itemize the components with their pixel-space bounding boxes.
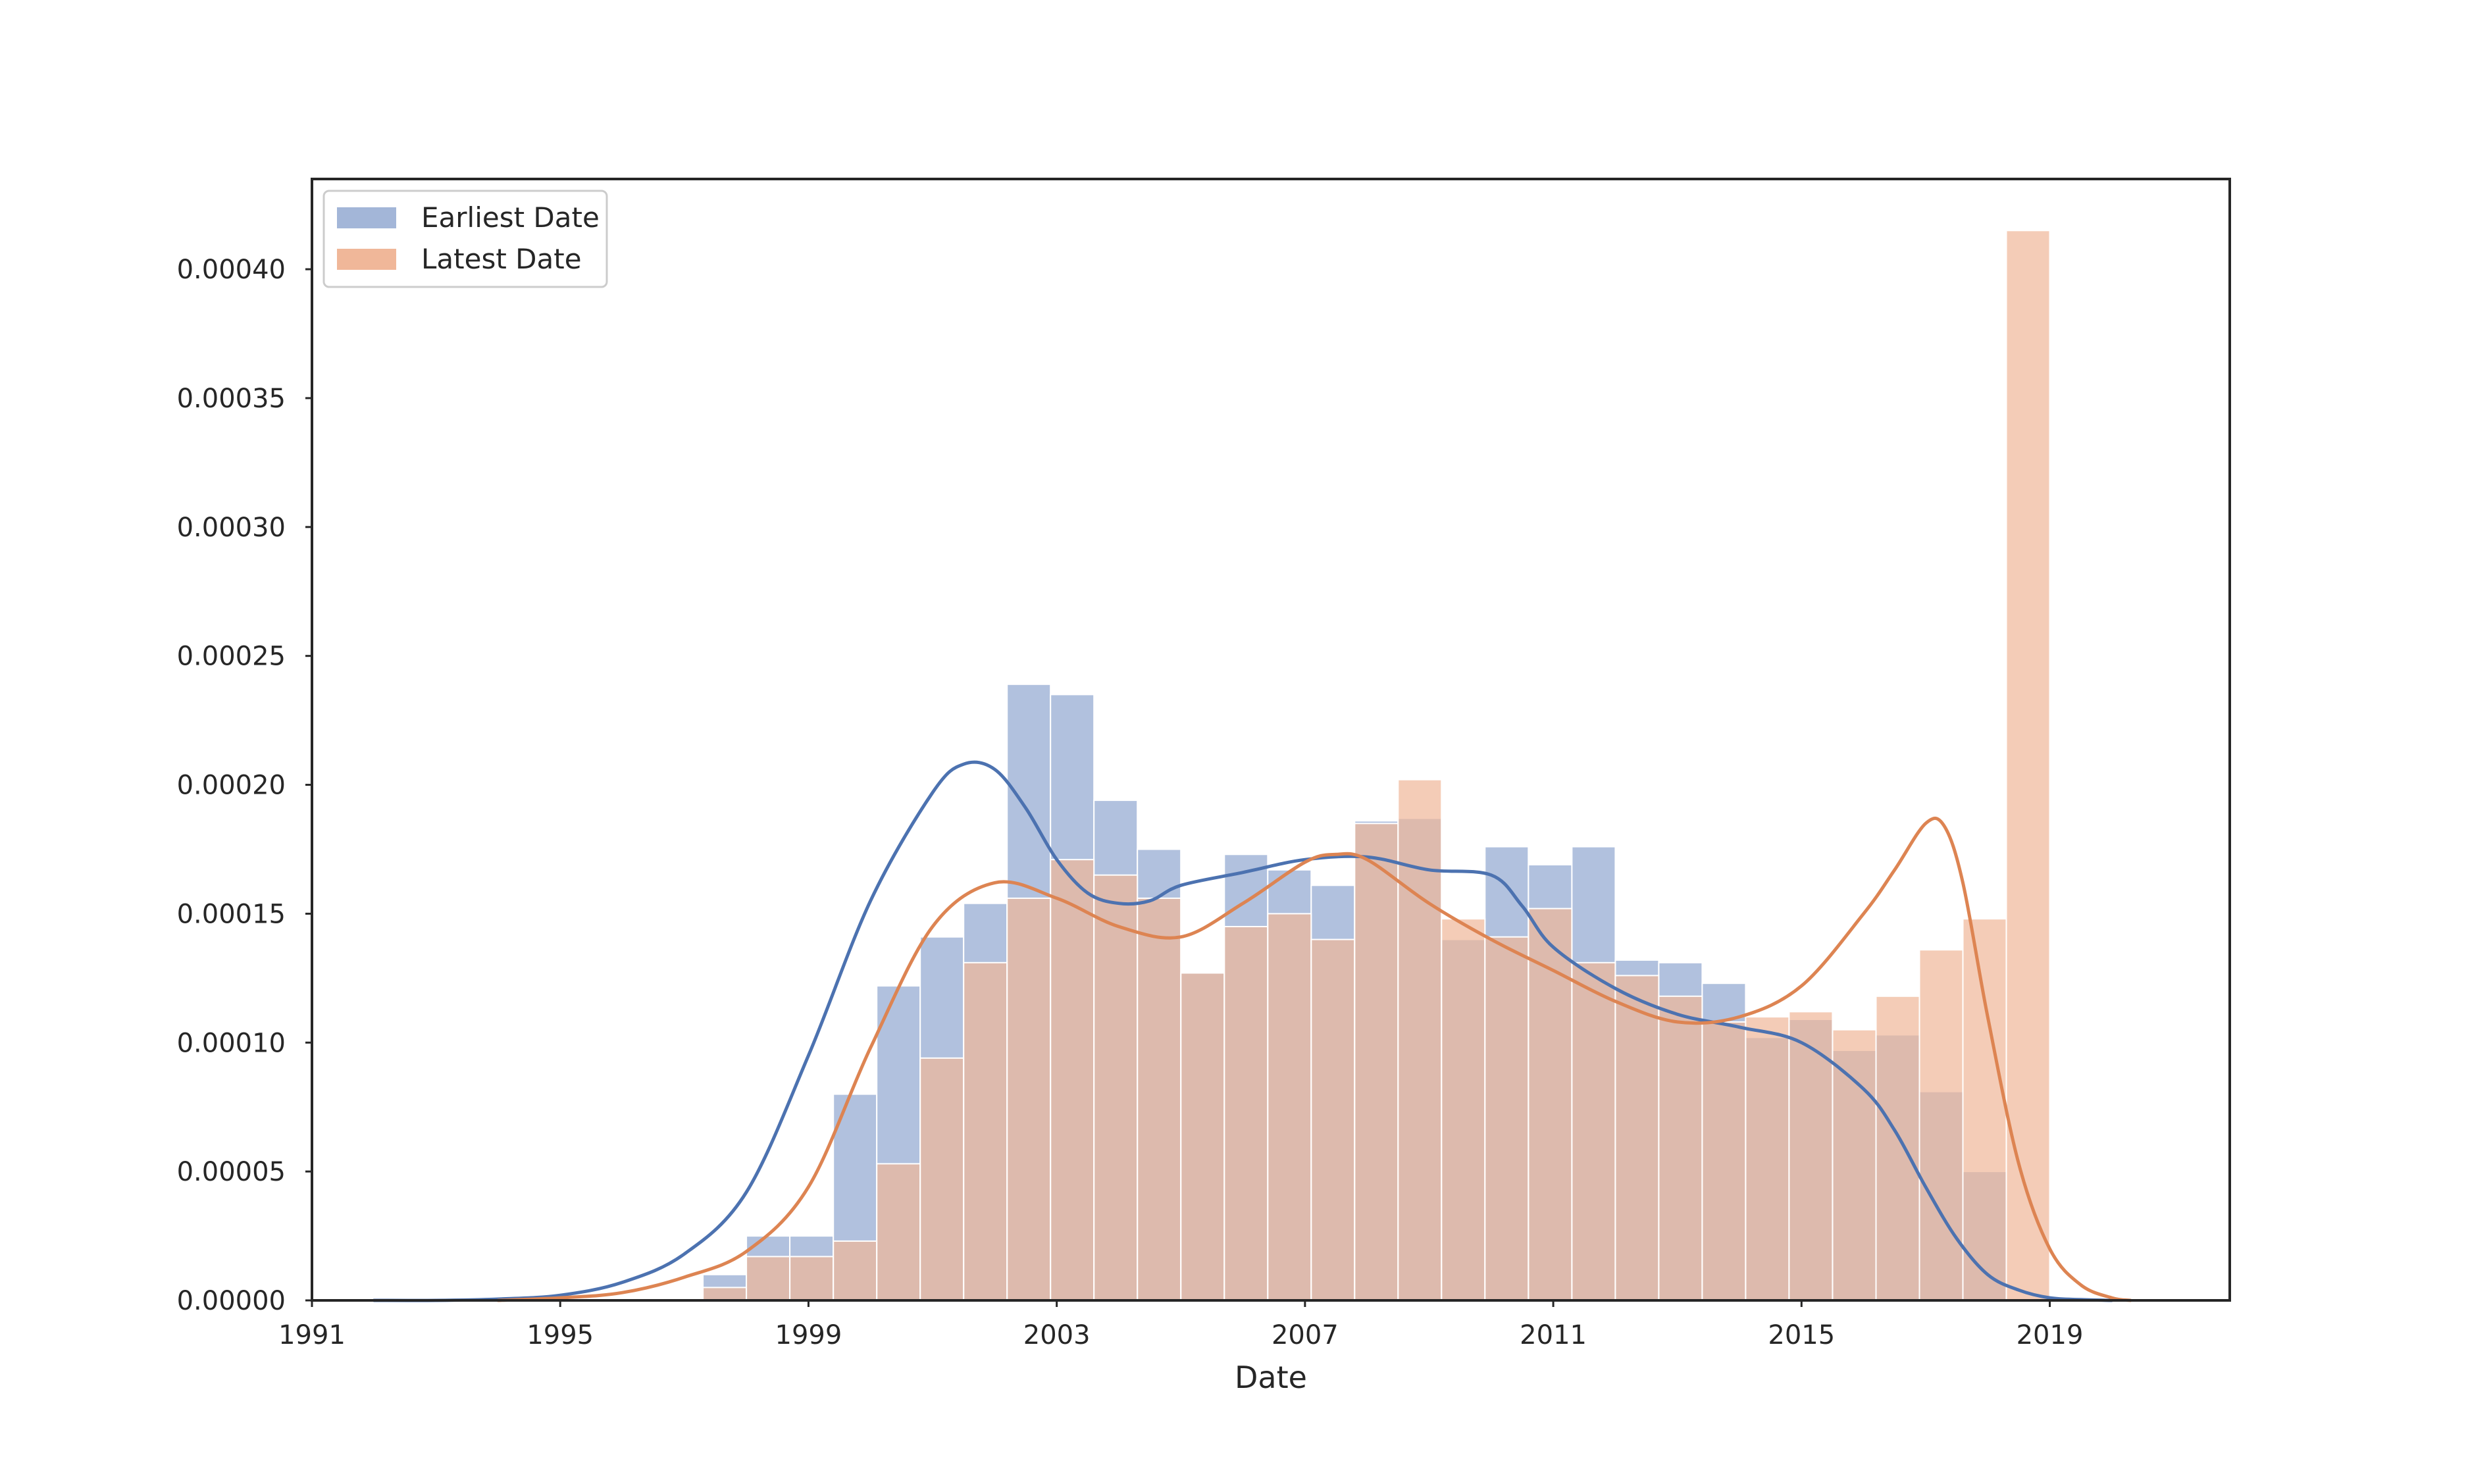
bar-series-1-bin-14 <box>1310 938 1356 1301</box>
plot-frame <box>311 178 2231 1302</box>
y-tick-label-4: 0.00020 <box>177 771 286 801</box>
bar-series-1-bin-16 <box>1397 779 1443 1301</box>
bar-series-1-bin-28 <box>1918 949 1964 1302</box>
x-tick-label-5: 2011 <box>1520 1320 1587 1350</box>
y-tick-label-0: 0.00000 <box>177 1286 286 1316</box>
legend-label-latest: Latest Date <box>421 243 582 275</box>
bar-series-1-bin-26 <box>1832 1029 1877 1301</box>
x-tick-label-1: 1995 <box>527 1320 594 1350</box>
y-tick-label-6: 0.00030 <box>177 513 286 543</box>
bar-series-1-bin-17 <box>1441 918 1486 1301</box>
x-axis: 1991 1995 1999 2003 2007 2011 2015 2019 <box>278 1300 2083 1350</box>
x-tick-label-3: 2003 <box>1023 1320 1091 1350</box>
bars-series-1 <box>702 230 2051 1302</box>
kde-layer <box>372 760 2132 1302</box>
bar-series-1-bin-18 <box>1484 936 1530 1301</box>
x-tick-label-6: 2015 <box>1768 1320 1835 1350</box>
bar-series-1-bin-6 <box>963 961 1008 1302</box>
bar-series-1-bin-7 <box>1006 897 1052 1301</box>
legend-swatch-earliest <box>337 207 396 228</box>
legend-swatch-latest <box>337 249 396 270</box>
kde-line-series-0 <box>372 760 2114 1302</box>
bar-series-1-bin-12 <box>1223 926 1269 1301</box>
bar-series-1-bin-2 <box>789 1256 835 1302</box>
bar-series-1-bin-21 <box>1614 975 1660 1302</box>
y-tick-label-7: 0.00035 <box>177 384 286 414</box>
y-tick-label-2: 0.00010 <box>177 1028 286 1058</box>
x-tick-label-0: 1991 <box>278 1320 346 1350</box>
y-tick-label-3: 0.00015 <box>177 899 286 929</box>
bar-series-1-bin-29 <box>1962 918 2007 1301</box>
bar-series-1-bin-23 <box>1701 1021 1747 1302</box>
bar-series-1-bin-4 <box>876 1163 921 1302</box>
bar-series-1-bin-13 <box>1267 913 1312 1301</box>
bar-series-1-bin-19 <box>1528 908 1573 1301</box>
bar-series-1-bin-5 <box>919 1057 965 1302</box>
x-axis-title: Date <box>1235 1360 1307 1395</box>
kde-line-series-1 <box>496 816 2132 1302</box>
bar-series-1-bin-27 <box>1875 995 1920 1302</box>
bars-layer <box>702 230 2051 1302</box>
y-tick-label-8: 0.00040 <box>177 255 286 285</box>
bar-series-1-bin-10 <box>1137 897 1182 1301</box>
bar-series-1-bin-11 <box>1180 972 1225 1301</box>
bar-series-1-bin-9 <box>1093 874 1139 1301</box>
legend-label-earliest: Earliest Date <box>421 201 600 234</box>
legend: Earliest Date Latest Date <box>322 190 608 288</box>
bar-series-1-bin-22 <box>1658 995 1703 1302</box>
bar-series-1-bin-1 <box>746 1256 791 1302</box>
y-tick-label-5: 0.00025 <box>177 642 286 672</box>
x-tick-label-2: 1999 <box>775 1320 842 1350</box>
y-tick-label-1: 0.00005 <box>177 1157 286 1187</box>
bar-series-1-bin-20 <box>1571 961 1616 1302</box>
x-tick-label-7: 2019 <box>2017 1320 2084 1350</box>
bar-series-1-bin-30 <box>2005 230 2051 1301</box>
bar-series-1-bin-3 <box>833 1240 878 1302</box>
bar-series-1-bin-8 <box>1050 859 1095 1301</box>
bar-series-1-bin-0 <box>702 1287 748 1302</box>
bar-series-1-bin-24 <box>1745 1016 1790 1301</box>
y-axis: 0.00000 0.00005 0.00010 0.00015 0.00020 0.000… <box>177 255 312 1316</box>
x-tick-label-4: 2007 <box>1272 1320 1339 1350</box>
bar-series-1-bin-15 <box>1354 823 1399 1302</box>
bar-series-1-bin-25 <box>1788 1011 1834 1302</box>
